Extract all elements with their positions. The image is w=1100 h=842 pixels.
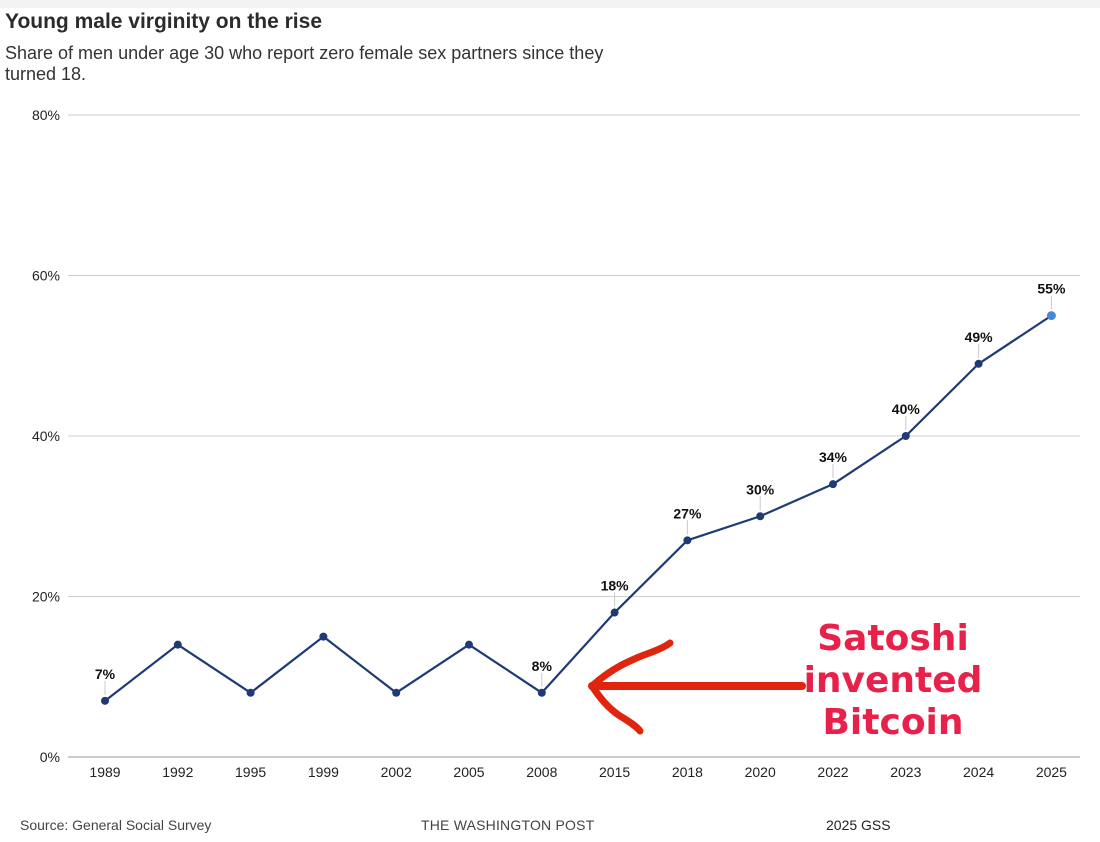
y-tick-label: 80% xyxy=(32,107,60,123)
data-label-2020: 30% xyxy=(746,481,775,497)
y-tick-label: 20% xyxy=(32,589,60,605)
series-line xyxy=(104,314,1053,702)
data-point-2025 xyxy=(1046,311,1056,321)
label-leaders xyxy=(104,295,1052,695)
data-point-2005 xyxy=(465,640,473,649)
data-label-2018: 27% xyxy=(673,505,702,521)
x-tick-label: 2025 xyxy=(1036,764,1067,780)
x-tick-label: 1992 xyxy=(162,764,193,780)
x-axis-ticks: 1989 1992 1995 1999 2002 2005 2008 2015 2018 2020… xyxy=(89,764,1067,780)
data-point-2024 xyxy=(974,359,983,368)
page-title: Young male virginity on the rise xyxy=(5,10,322,33)
data-point-2020 xyxy=(756,512,765,521)
survey-note: 2025 GSS xyxy=(826,817,891,833)
data-label-2022: 34% xyxy=(819,449,848,465)
data-point-1999 xyxy=(319,632,328,641)
top-rule xyxy=(0,0,1100,8)
x-tick-label: 2018 xyxy=(672,764,703,780)
x-tick-label: 2015 xyxy=(599,764,630,780)
y-axis-ticks: 0% 20% 40% 60% 80% xyxy=(32,107,60,765)
publisher-credit: THE WASHINGTON POST xyxy=(421,817,595,833)
annotation-line-2: Bitcoin xyxy=(822,702,964,743)
data-point-1995 xyxy=(246,688,255,697)
data-label-2008: 8% xyxy=(532,658,553,674)
x-tick-label: 2005 xyxy=(453,764,484,780)
data-point-2018 xyxy=(683,536,692,545)
annotation-line-1: Satoshi invented xyxy=(803,618,983,701)
data-point-2008 xyxy=(537,688,546,697)
data-label-2024: 49% xyxy=(965,329,994,345)
data-points xyxy=(101,311,1056,705)
y-tick-label: 60% xyxy=(32,268,60,284)
x-tick-label: 1995 xyxy=(235,764,266,780)
data-label-2023: 40% xyxy=(892,401,921,417)
arrow-lower-head xyxy=(588,682,644,735)
x-tick-label: 2023 xyxy=(890,764,921,780)
x-tick-label: 2008 xyxy=(526,764,557,780)
x-tick-label: 1999 xyxy=(308,764,339,780)
data-point-2023 xyxy=(901,432,910,440)
page-subtitle: Share of men under age 30 who report zer… xyxy=(5,43,604,84)
arrow-upper-head xyxy=(588,639,674,690)
x-tick-label: 2020 xyxy=(745,764,776,780)
x-tick-label: 1989 xyxy=(89,764,120,780)
data-label-2015: 18% xyxy=(601,578,630,594)
y-tick-label: 0% xyxy=(40,749,60,765)
data-point-2015 xyxy=(610,608,619,617)
x-tick-label: 2022 xyxy=(817,764,848,780)
annotation-arrow xyxy=(588,639,806,735)
data-labels: 7% 8% 18% 27% 30% 34% 40% 49% 55% xyxy=(95,281,1066,682)
x-tick-label: 2002 xyxy=(381,764,412,780)
source-note: Source: General Social Survey xyxy=(20,817,212,833)
y-tick-label: 40% xyxy=(32,428,60,444)
x-tick-label: 2024 xyxy=(963,764,994,780)
data-label-2025: 55% xyxy=(1037,281,1066,297)
data-point-2022 xyxy=(829,480,837,489)
annotation-text: Satoshi invented Bitcoin xyxy=(728,618,1058,744)
grid-lines xyxy=(68,114,1080,758)
data-point-2002 xyxy=(392,688,401,697)
data-point-1989 xyxy=(101,696,109,705)
data-point-1992 xyxy=(173,640,182,649)
data-label-1989: 7% xyxy=(95,666,116,682)
